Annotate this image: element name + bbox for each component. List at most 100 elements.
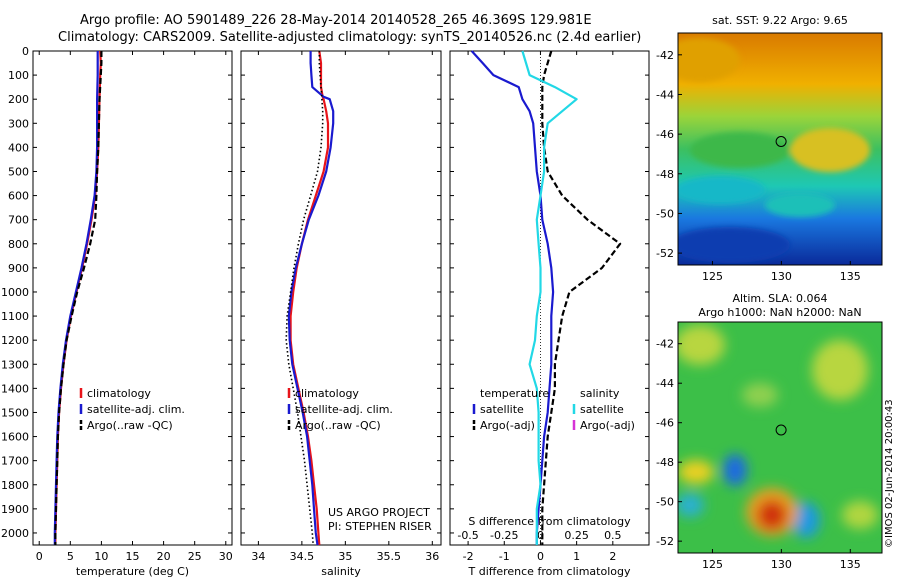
sla-argo-marker: [775, 424, 787, 436]
sla-high-patch: [678, 460, 714, 484]
sst-map-frame: [677, 32, 883, 266]
map-y-tick-label: -50: [656, 207, 674, 220]
y-tick-label: 1400: [1, 382, 29, 395]
legend-title-temperature: temperature: [480, 387, 549, 400]
panel-frame: [240, 50, 442, 546]
profile-panel-temperature: 0100200300400500600700800900100011001200…: [1, 45, 233, 578]
x-tick-label: 25: [188, 550, 202, 563]
y-tick-label: 1600: [1, 431, 29, 444]
sst-map: sat. SST: 9.22 Argo: 9.65 125 130 135 -42 -4…: [656, 14, 883, 283]
y-tick-label: 800: [8, 238, 29, 251]
profile-panel-difference: -2 -1 0 1 2 T difference from climatology S di…: [449, 50, 650, 578]
top-tick-label: -0.25: [490, 529, 518, 542]
x-tick-label: -2: [463, 550, 474, 563]
legend-label: climatology: [295, 387, 359, 400]
y-tick-label: 600: [8, 190, 29, 203]
y-tick-label: 1300: [1, 358, 29, 371]
project-line-1: US ARGO PROJECT: [328, 506, 430, 519]
profile-panel-salinity: 34 34.5 35 35.5 36 salinity climatology satelli…: [240, 50, 442, 578]
x-axis-label: T difference from climatology: [468, 565, 631, 578]
y-tick-label: 200: [8, 93, 29, 106]
map-y-tick-label: -44: [656, 88, 674, 101]
sla-high-patch: [812, 340, 868, 400]
y-tick-label: 1000: [1, 286, 29, 299]
map-y-tick-label: -46: [656, 417, 674, 430]
x-tick-label: 1: [573, 550, 580, 563]
sst-warm-patch: [678, 38, 740, 82]
y-tick-label: 100: [8, 69, 29, 82]
top-tick-label: 0.5: [604, 529, 622, 542]
sla-map-title-2: Argo h1000: NaN h2000: NaN: [698, 306, 861, 319]
x-tick-label: 30: [219, 550, 233, 563]
x-tick-label: 0: [36, 550, 43, 563]
map-y-tick-label: -44: [656, 377, 674, 390]
sst-deep-patch: [678, 227, 790, 263]
sla-low-patch: [792, 502, 820, 538]
y-tick-label: 0: [22, 45, 29, 58]
x-tick-label: 34: [251, 550, 265, 563]
legend-label: satellite-adj. clim.: [295, 403, 393, 416]
x-axis-label: salinity: [321, 565, 361, 578]
top-tick-label: 0.25: [564, 529, 589, 542]
x-tick-label: 5: [67, 550, 74, 563]
legend-label: satellite: [580, 403, 624, 416]
map-x-tick-label: 130: [771, 558, 792, 571]
x-tick-label: 34.5: [290, 550, 315, 563]
y-tick-label: 1700: [1, 455, 29, 468]
sla-map: Altim. SLA: 0.064 Argo h1000: NaN h2000:…: [656, 292, 895, 571]
top-tick-label: -0.5: [457, 529, 478, 542]
series-line-difference-0: [470, 50, 555, 545]
series-line-salinity-2: [285, 51, 324, 546]
map-x-tick-label: 135: [840, 558, 861, 571]
map-x-tick-label: 135: [840, 270, 861, 283]
y-tick-label: 1200: [1, 334, 29, 347]
panel-frame: [32, 50, 233, 546]
x-tick-label: 15: [126, 550, 140, 563]
sst-argo-marker: [775, 136, 787, 147]
x-tick-label: 10: [94, 550, 108, 563]
x-axis-label: temperature (deg C): [76, 565, 189, 578]
sla-high-patch: [842, 501, 878, 529]
y-tick-label: 300: [8, 117, 29, 130]
map-y-tick-label: -50: [656, 496, 674, 509]
y-tick-label: 1900: [1, 503, 29, 516]
map-y-tick-label: -42: [656, 49, 674, 62]
map-x-tick-label: 125: [702, 558, 723, 571]
sla-map-title-1: Altim. SLA: 0.064: [732, 292, 827, 305]
legend-label: Argo(-adj): [580, 419, 635, 432]
x-tick-label: 35.5: [377, 550, 402, 563]
map-y-tick-label: -42: [656, 338, 674, 351]
sst-map-title: sat. SST: 9.22 Argo: 9.65: [712, 14, 848, 27]
sla-high-patch: [678, 325, 725, 365]
map-y-tick-label: -48: [656, 456, 674, 469]
series-line-temperature-1: [53, 51, 99, 545]
x-tick-label: -1: [499, 550, 510, 563]
y-tick-label: 400: [8, 141, 29, 154]
x-tick-label: 0: [537, 550, 544, 563]
legend-label: Argo(..raw -QC): [295, 419, 381, 432]
legend-label: Argo(-adj): [480, 419, 535, 432]
project-line-2: PI: STEPHEN RISER: [328, 520, 432, 533]
top-tick-label: 0: [537, 529, 544, 542]
sst-cyan-patch: [765, 193, 835, 217]
sst-warm-patch: [790, 128, 870, 172]
series-line-temperature-2: [54, 51, 103, 545]
series-line-difference-1: [541, 50, 622, 545]
sla-low-patch: [723, 454, 747, 486]
sla-map-frame: [677, 321, 883, 554]
sst-cyan-patch: [678, 176, 765, 204]
legend-label: satellite-adj. clim.: [87, 403, 185, 416]
sst-green-patch: [690, 132, 790, 168]
legend-label: satellite: [480, 403, 524, 416]
x-tick-label: 36: [425, 550, 439, 563]
legend-label: Argo(..raw -QC): [87, 419, 173, 432]
series-line-difference-2: [521, 50, 578, 545]
y-tick-label: 2000: [1, 527, 29, 540]
map-x-tick-label: 125: [702, 270, 723, 283]
series-line-salinity-1: [287, 51, 335, 546]
x-tick-label: 20: [157, 550, 171, 563]
legend-title-salinity: salinity: [580, 387, 620, 400]
top-axis-label: S difference from climatology: [468, 515, 631, 528]
x-tick-label: 35: [338, 550, 352, 563]
